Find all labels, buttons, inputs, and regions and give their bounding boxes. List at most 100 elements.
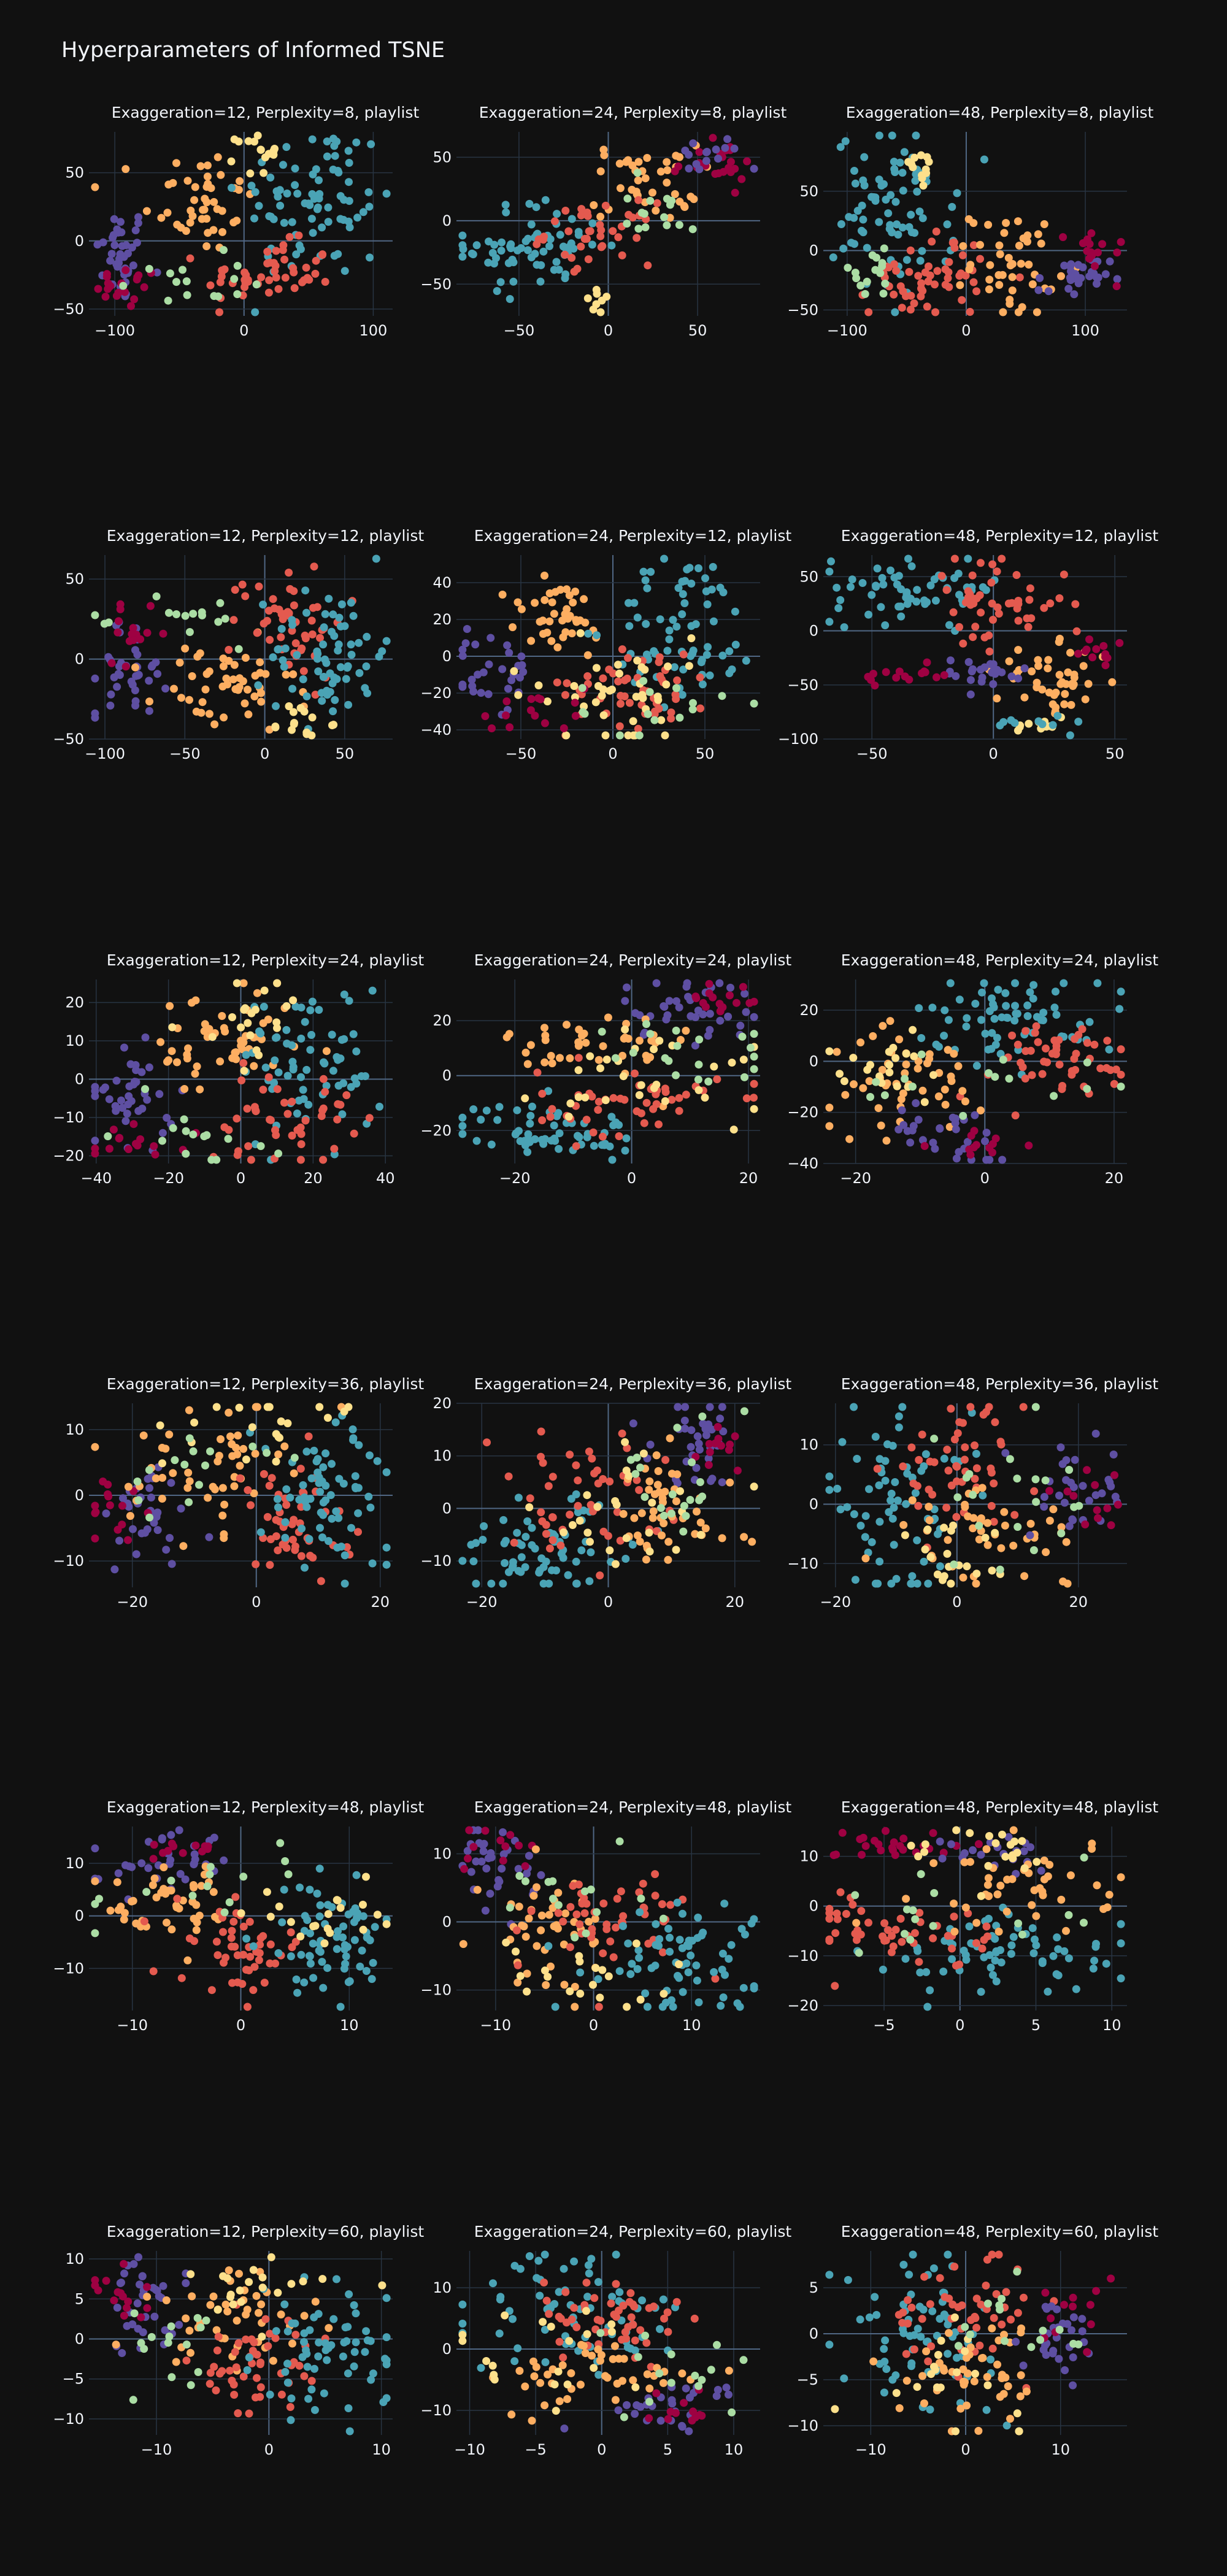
x-tick-label: 0 [589, 2017, 598, 2034]
data-point [618, 1429, 626, 1438]
data-point [234, 2339, 243, 2347]
data-point [962, 1473, 971, 1482]
data-point [161, 2326, 169, 2334]
data-point [310, 1446, 318, 1455]
data-point [1114, 1500, 1122, 1509]
data-point [202, 198, 211, 207]
data-point [458, 2320, 467, 2328]
data-point [602, 1920, 611, 1929]
data-point [590, 2364, 598, 2372]
data-point [308, 630, 317, 638]
data-point [682, 1512, 690, 1520]
y-tick: −50 [53, 301, 84, 318]
data-point [330, 632, 339, 640]
y-tick: 10 [433, 1845, 452, 1862]
data-point [177, 1974, 186, 1982]
data-point [974, 1840, 983, 1849]
data-point [750, 164, 758, 173]
data-point [218, 228, 226, 236]
data-point [1037, 1016, 1045, 1024]
data-point [196, 162, 205, 171]
data-point [309, 1939, 317, 1948]
data-point [701, 574, 709, 583]
data-point [631, 2336, 639, 2345]
data-point [213, 1951, 222, 1960]
data-point [472, 1137, 481, 1145]
data-point [879, 1022, 887, 1030]
data-point [272, 247, 280, 255]
data-point [231, 1893, 240, 1901]
data-point [725, 2366, 733, 2375]
data-point [705, 1439, 714, 1448]
data-point [692, 160, 701, 168]
data-point [369, 2369, 377, 2378]
data-point [551, 2003, 560, 2011]
data-point [991, 666, 999, 675]
data-point [899, 2261, 908, 2269]
data-point [831, 2405, 839, 2413]
scatter-points [825, 554, 1124, 740]
data-point [1055, 2326, 1064, 2334]
data-point [1069, 1483, 1078, 1492]
data-point [955, 623, 963, 631]
data-point [214, 2333, 223, 2341]
data-point [646, 1440, 655, 1449]
y-tick-label: 10 [433, 1845, 452, 1862]
data-point [859, 1084, 867, 1092]
data-point [180, 1085, 189, 1093]
data-point [307, 2377, 316, 2385]
data-point [635, 1953, 644, 1962]
data-point [269, 147, 278, 155]
data-point [304, 1432, 313, 1441]
data-point [994, 271, 1003, 279]
data-point [978, 1484, 987, 1492]
data-point [477, 2364, 485, 2372]
data-point [971, 1474, 979, 1483]
data-point [114, 288, 123, 297]
data-point [458, 1122, 467, 1130]
data-point [661, 731, 669, 740]
data-point [306, 1046, 315, 1054]
data-point [117, 1096, 125, 1105]
data-point [106, 701, 115, 710]
data-point [278, 1918, 287, 1926]
data-point [876, 269, 885, 277]
data-point [659, 2295, 667, 2304]
data-point [249, 1942, 258, 1950]
data-point [159, 2282, 167, 2290]
data-point [899, 1846, 907, 1854]
data-point [667, 1095, 676, 1104]
data-point [892, 2389, 901, 2398]
data-point [504, 684, 512, 693]
data-point [964, 1512, 972, 1520]
data-point [1069, 2381, 1077, 2390]
data-point [172, 278, 180, 286]
data-point [266, 635, 274, 644]
data-point [912, 1099, 920, 1108]
data-point [682, 1091, 690, 1099]
data-point [260, 1979, 269, 1987]
data-point [890, 158, 898, 166]
data-point [672, 1497, 680, 1506]
data-point [559, 242, 567, 251]
data-point [488, 724, 496, 732]
data-point [882, 2365, 891, 2373]
x-tick: 0 [980, 1170, 990, 1187]
data-point [950, 1049, 958, 1058]
data-point [138, 1105, 147, 1113]
data-point [118, 1501, 126, 1510]
data-point [881, 1476, 890, 1485]
data-point [382, 2394, 391, 2402]
data-point [355, 1441, 363, 1449]
data-point [702, 1431, 710, 1439]
data-point [590, 2294, 599, 2302]
data-point [684, 1942, 693, 1950]
data-point [933, 673, 940, 681]
x-tick: 0 [239, 322, 248, 339]
data-point [203, 161, 212, 170]
data-point [185, 2326, 194, 2335]
data-point [513, 2344, 522, 2353]
data-point [836, 1888, 845, 1896]
data-point [679, 665, 688, 674]
data-point [913, 188, 921, 196]
